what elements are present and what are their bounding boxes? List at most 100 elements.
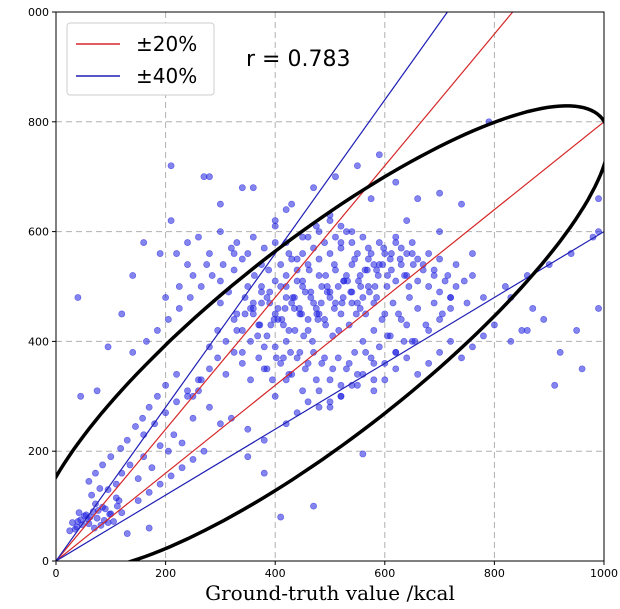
data-point <box>241 310 249 318</box>
data-point <box>370 359 378 367</box>
y-tick-label-5: 000 <box>28 6 49 19</box>
data-point <box>452 283 460 290</box>
data-point <box>271 310 279 318</box>
data-point <box>206 250 213 257</box>
data-point <box>184 387 191 395</box>
data-point <box>282 206 290 214</box>
data-point <box>164 447 172 455</box>
data-point <box>189 272 197 279</box>
data-point <box>384 332 391 340</box>
data-point <box>348 261 356 268</box>
data-point <box>208 272 216 279</box>
data-point <box>351 348 359 356</box>
data-point <box>277 359 285 367</box>
data-point <box>406 294 413 301</box>
data-point <box>469 250 476 257</box>
data-point <box>436 348 443 356</box>
data-point <box>75 509 83 517</box>
data-point <box>66 527 74 535</box>
data-point <box>321 316 328 323</box>
legend-label-20pct: ±20% <box>136 32 197 56</box>
data-point <box>364 255 372 263</box>
data-point <box>400 337 408 345</box>
reference-lines <box>56 12 604 561</box>
data-point <box>304 359 312 367</box>
data-point <box>507 337 515 345</box>
confidence-ellipse <box>56 104 604 561</box>
data-point <box>332 299 339 307</box>
reference-line-1-0 <box>56 12 448 561</box>
data-point <box>362 310 370 318</box>
data-point <box>353 299 361 307</box>
data-point <box>206 365 213 373</box>
data-point <box>337 239 345 246</box>
data-point <box>332 266 339 274</box>
data-point <box>414 370 422 378</box>
data-point <box>281 305 289 312</box>
data-point <box>326 376 334 384</box>
data-point <box>441 277 449 285</box>
data-point <box>247 305 254 312</box>
data-point <box>340 277 348 285</box>
data-point <box>175 283 183 290</box>
data-point <box>300 332 308 340</box>
data-point <box>425 327 433 334</box>
data-point <box>92 500 99 508</box>
data-point <box>345 321 353 329</box>
data-point <box>447 305 454 312</box>
data-point <box>578 365 586 373</box>
data-point <box>255 321 263 329</box>
data-point <box>310 502 317 510</box>
data-point <box>480 294 487 301</box>
data-point <box>463 299 471 307</box>
data-point <box>230 348 238 356</box>
data-point <box>309 337 316 345</box>
data-point <box>387 250 395 257</box>
data-point <box>359 337 367 345</box>
data-point <box>132 423 139 430</box>
data-point <box>321 354 328 362</box>
data-point <box>310 184 317 192</box>
data-point <box>312 305 320 312</box>
data-point <box>222 370 230 378</box>
data-point <box>364 283 372 290</box>
data-point <box>518 327 526 334</box>
data-point <box>186 294 194 301</box>
data-point <box>469 343 476 351</box>
y-tick-label-0: 0 <box>42 555 49 568</box>
data-point <box>375 343 383 351</box>
data-point <box>425 250 433 257</box>
data-point <box>304 261 312 268</box>
data-point <box>162 294 169 301</box>
data-point <box>254 332 262 340</box>
data-point <box>379 261 387 268</box>
data-point <box>436 288 443 296</box>
data-point <box>117 445 125 452</box>
data-point <box>274 305 282 312</box>
y-tick-label-3: 600 <box>28 226 49 239</box>
data-point <box>200 447 208 455</box>
data-point <box>184 239 191 246</box>
data-point <box>330 261 338 268</box>
data-point <box>299 233 306 241</box>
data-point <box>206 173 213 181</box>
data-point <box>112 494 120 502</box>
data-point <box>272 354 280 362</box>
data-point <box>392 178 400 186</box>
data-point <box>337 310 345 318</box>
data-point <box>380 244 388 252</box>
x-tick-label-1: 200 <box>155 567 176 580</box>
data-point <box>139 414 146 422</box>
data-point <box>469 272 476 279</box>
data-point <box>216 277 224 285</box>
data-point <box>266 288 274 296</box>
data-point <box>362 348 370 356</box>
data-point <box>430 299 438 307</box>
data-point <box>233 239 241 246</box>
data-point <box>153 392 161 400</box>
data-point <box>403 354 411 362</box>
data-point <box>392 348 400 356</box>
data-point <box>118 509 126 517</box>
data-point <box>162 381 169 389</box>
